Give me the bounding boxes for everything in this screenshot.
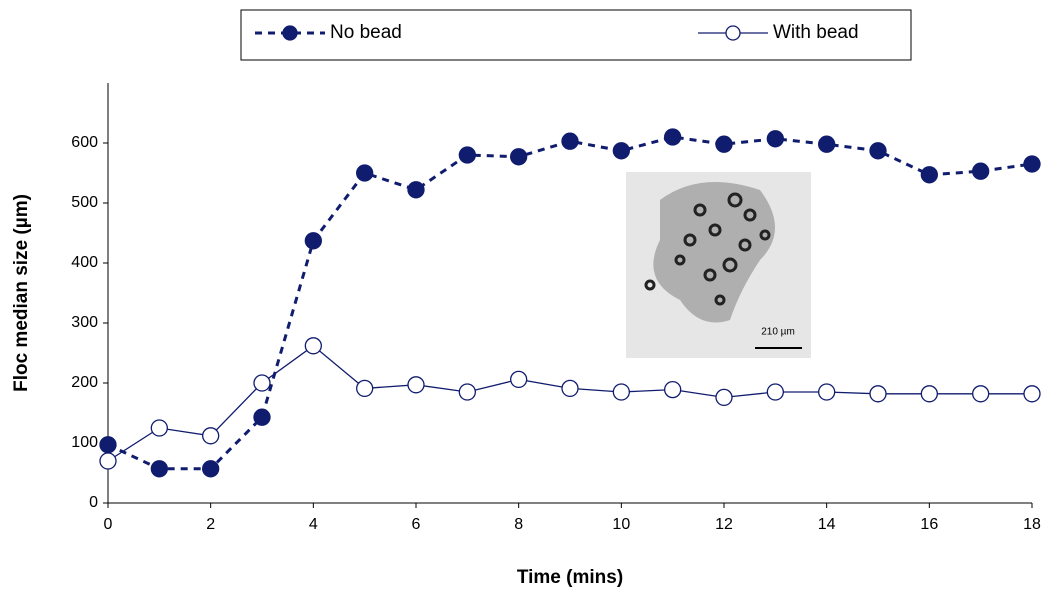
data-point (870, 386, 886, 402)
data-point (1024, 156, 1040, 172)
data-point (870, 143, 886, 159)
data-point (921, 167, 937, 183)
y-tick-label: 0 (89, 494, 98, 511)
data-point (665, 129, 681, 145)
y-axis-title: Floc median size (µm) (11, 194, 32, 392)
legend-marker (726, 26, 740, 40)
data-point (357, 380, 373, 396)
series-line (108, 137, 1032, 469)
y-tick-label: 500 (71, 194, 98, 211)
data-point (254, 375, 270, 391)
data-point (819, 384, 835, 400)
y-tick-label: 300 (71, 314, 98, 331)
data-point (973, 386, 989, 402)
data-point (716, 136, 732, 152)
data-point (511, 371, 527, 387)
data-point (254, 409, 270, 425)
data-point (613, 143, 629, 159)
data-point (511, 149, 527, 165)
data-point (305, 338, 321, 354)
x-tick-label: 16 (920, 516, 938, 533)
data-point (562, 133, 578, 149)
data-point (562, 380, 578, 396)
data-point (1024, 386, 1040, 402)
data-point (459, 384, 475, 400)
data-point (767, 384, 783, 400)
data-point (408, 377, 424, 393)
data-point (767, 131, 783, 147)
x-tick-label: 0 (104, 516, 113, 533)
data-point (973, 163, 989, 179)
x-tick-label: 12 (715, 516, 733, 533)
data-point (100, 453, 116, 469)
data-point (357, 165, 373, 181)
data-point (819, 136, 835, 152)
chart: Time (mins) Floc median size (µm) 210 µm… (0, 0, 1049, 599)
data-point (100, 437, 116, 453)
y-tick-label: 200 (71, 374, 98, 391)
y-tick-label: 400 (71, 254, 98, 271)
inset-label: 210 µm (761, 327, 795, 338)
data-point (665, 382, 681, 398)
data-point (203, 428, 219, 444)
x-tick-label: 6 (412, 516, 421, 533)
inset-photo: 210 µm (626, 172, 811, 358)
x-tick-label: 10 (612, 516, 630, 533)
x-tick-label: 4 (309, 516, 318, 533)
legend-marker (283, 26, 297, 40)
x-tick-label: 18 (1023, 516, 1041, 533)
y-tick-label: 600 (71, 134, 98, 151)
legend-label: With bead (773, 22, 859, 43)
data-point (305, 233, 321, 249)
x-tick-label: 8 (514, 516, 523, 533)
data-point (921, 386, 937, 402)
legend-label: No bead (330, 22, 402, 43)
data-point (613, 384, 629, 400)
x-tick-label: 14 (818, 516, 836, 533)
data-point (716, 389, 732, 405)
y-tick-label: 100 (71, 434, 98, 451)
data-point (459, 147, 475, 163)
x-axis-title: Time (mins) (517, 567, 623, 588)
data-point (151, 420, 167, 436)
data-point (408, 182, 424, 198)
data-point (203, 461, 219, 477)
data-point (151, 461, 167, 477)
series-line (108, 346, 1032, 461)
x-tick-label: 2 (206, 516, 215, 533)
